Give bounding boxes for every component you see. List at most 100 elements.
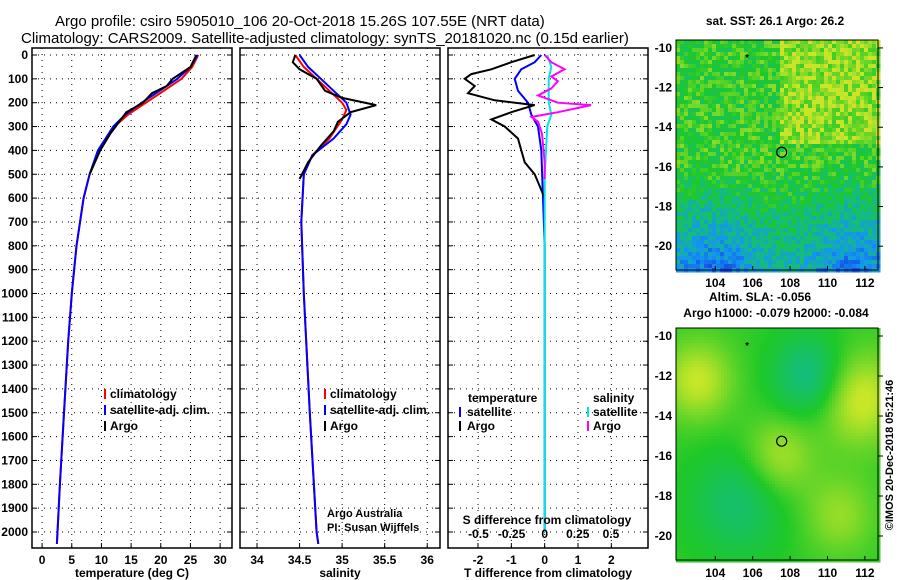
map-cell (826, 367, 830, 371)
map-cell (679, 394, 683, 398)
map-cell (816, 260, 821, 265)
map-cell (832, 244, 837, 249)
map-cell (744, 152, 749, 157)
map-cell (868, 112, 873, 117)
map-cell (764, 264, 769, 269)
map-cell (763, 334, 767, 338)
map-cell (696, 76, 701, 81)
map-cell (835, 391, 839, 395)
map-cell (728, 60, 733, 65)
map-cell (736, 180, 741, 185)
map-cell (781, 343, 785, 347)
map-cell (844, 164, 849, 169)
map-cell (712, 212, 717, 217)
map-cell (696, 212, 701, 217)
map-cell (778, 400, 782, 404)
map-cell (756, 224, 761, 229)
map-cell (828, 188, 833, 193)
map-cell (784, 343, 788, 347)
map-cell (804, 224, 809, 229)
map-cell (874, 355, 878, 359)
map-cell (704, 216, 709, 221)
map-cell (848, 224, 853, 229)
map-cell (768, 40, 773, 45)
map-cell (724, 252, 729, 257)
map-cell (708, 156, 713, 161)
map-cell (732, 248, 737, 253)
map-cell (706, 400, 710, 404)
map-cell (696, 52, 701, 57)
map-x-tick-label: 104 (705, 276, 725, 290)
map-cell (715, 397, 719, 401)
map-cell (700, 208, 705, 213)
map-cell (784, 388, 788, 392)
map-cell (835, 382, 839, 386)
map-cell (724, 373, 728, 377)
map-cell (724, 208, 729, 213)
map-cell (808, 108, 813, 113)
map-cell (808, 400, 812, 404)
map-cell (787, 355, 791, 359)
map-cell (740, 108, 745, 113)
map-cell (682, 361, 686, 365)
map-cell (844, 68, 849, 73)
map-cell (781, 340, 785, 344)
map-cell (860, 68, 865, 73)
map-cell (828, 60, 833, 65)
map-cell (823, 385, 827, 389)
map-cell (721, 334, 725, 338)
map-cell (751, 397, 755, 401)
map-cell (769, 328, 773, 332)
map-cell (796, 108, 801, 113)
map-cell (676, 200, 681, 205)
map-cell (832, 180, 837, 185)
map-cell (820, 388, 824, 392)
map-cell (760, 80, 765, 85)
map-cell (859, 391, 863, 395)
map-cell (841, 379, 845, 383)
map-cell (848, 76, 853, 81)
map-cell (691, 394, 695, 398)
map-cell (812, 136, 817, 141)
map-cell (684, 52, 689, 57)
map-cell (790, 331, 794, 335)
map-cell (680, 68, 685, 73)
map-cell (788, 76, 793, 81)
map-cell (800, 240, 805, 245)
map-cell (836, 100, 841, 105)
map-cell (835, 388, 839, 392)
map-cell (680, 176, 685, 181)
map-cell (871, 346, 875, 350)
map-cell (844, 352, 848, 356)
map-cell (696, 248, 701, 253)
map-cell (704, 168, 709, 173)
map-cell (704, 252, 709, 257)
map-cell (739, 361, 743, 365)
map-cell (727, 340, 731, 344)
map-cell (832, 232, 837, 237)
map-cell (829, 400, 833, 404)
map-cell (764, 64, 769, 69)
map-cell (788, 100, 793, 105)
map-cell (864, 108, 869, 113)
map-cell (796, 172, 801, 177)
map-cell (824, 132, 829, 137)
map-cell (802, 391, 806, 395)
map-cell (744, 80, 749, 85)
map-cell (736, 382, 740, 386)
map-cell (685, 343, 689, 347)
map-cell (808, 208, 813, 213)
map-cell (772, 204, 777, 209)
map-cell (874, 397, 878, 401)
map-cell (703, 346, 707, 350)
map-cell (820, 120, 825, 125)
map-cell (680, 64, 685, 69)
map-cell (853, 331, 857, 335)
map-cell (724, 248, 729, 253)
map-cell (820, 264, 825, 269)
map-cell (752, 132, 757, 137)
map-cell (844, 334, 848, 338)
map-cell (824, 64, 829, 69)
map-cell (716, 120, 721, 125)
map-cell (780, 116, 785, 121)
